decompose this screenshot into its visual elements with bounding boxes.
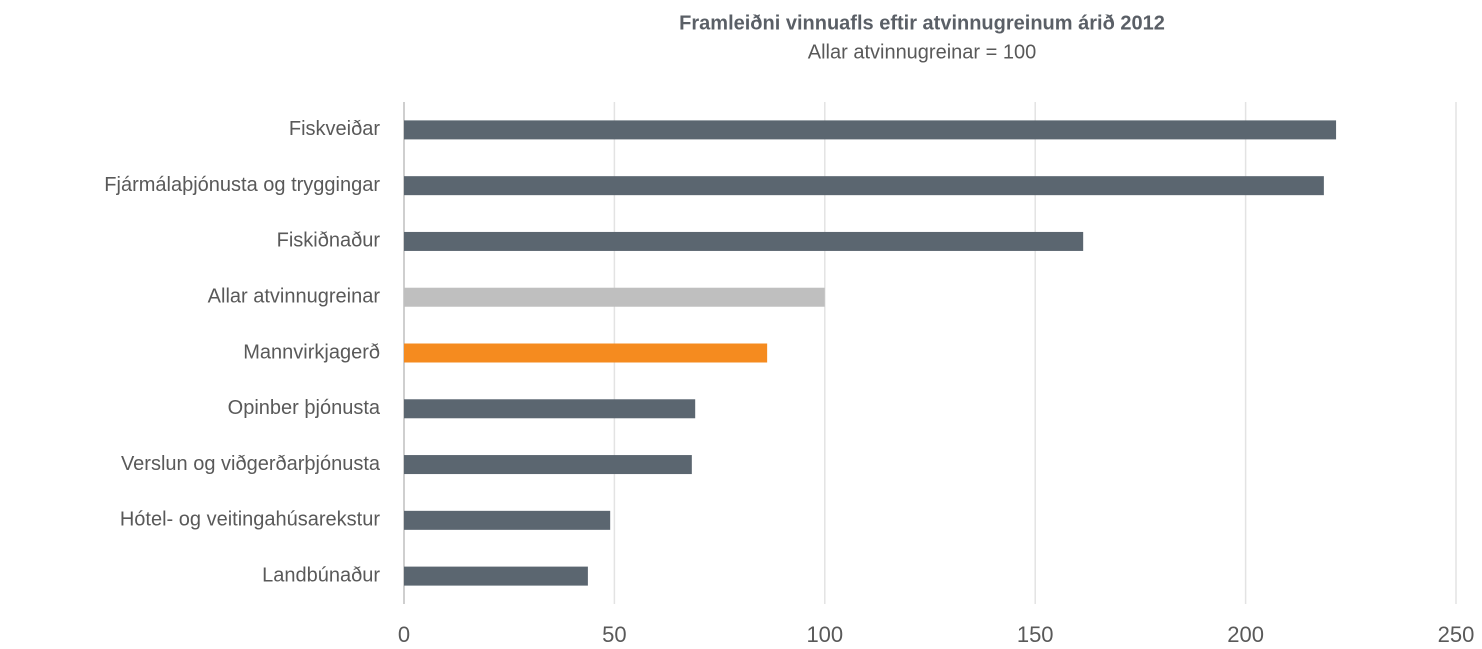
bar — [404, 231, 1084, 251]
bar — [404, 566, 588, 586]
chart-title: Framleiðni vinnuafls eftir atvinnugreinu… — [679, 12, 1165, 34]
bar — [404, 287, 825, 307]
y-tick-label: Fiskveiðar — [289, 118, 380, 140]
bar — [404, 455, 692, 475]
chart-subtitle: Allar atvinnugreinar = 100 — [808, 41, 1036, 63]
bar — [404, 399, 696, 419]
y-tick-label: Hótel- og veitingahúsarekstur — [120, 509, 380, 531]
y-tick-label: Fjármálaþjónusta og tryggingar — [104, 174, 380, 196]
x-tick-label: 0 — [398, 622, 410, 647]
y-tick-label: Opinber þjónusta — [228, 397, 381, 419]
bar — [404, 510, 611, 530]
y-tick-label: Allar atvinnugreinar — [208, 286, 381, 308]
y-tick-label: Fiskiðnaður — [277, 230, 381, 252]
y-tick-label: Mannvirkjagerð — [243, 341, 380, 363]
bar — [404, 176, 1324, 196]
bar — [404, 343, 768, 363]
x-tick-label: 150 — [1017, 622, 1054, 647]
bar — [404, 120, 1337, 140]
x-tick-label: 100 — [806, 622, 843, 647]
x-tick-label: 250 — [1438, 622, 1475, 647]
x-tick-label: 50 — [602, 622, 626, 647]
x-tick-label: 200 — [1227, 622, 1264, 647]
y-tick-label: Landbúnaður — [262, 564, 380, 586]
y-tick-label: Verslun og viðgerðarþjónusta — [121, 453, 381, 475]
